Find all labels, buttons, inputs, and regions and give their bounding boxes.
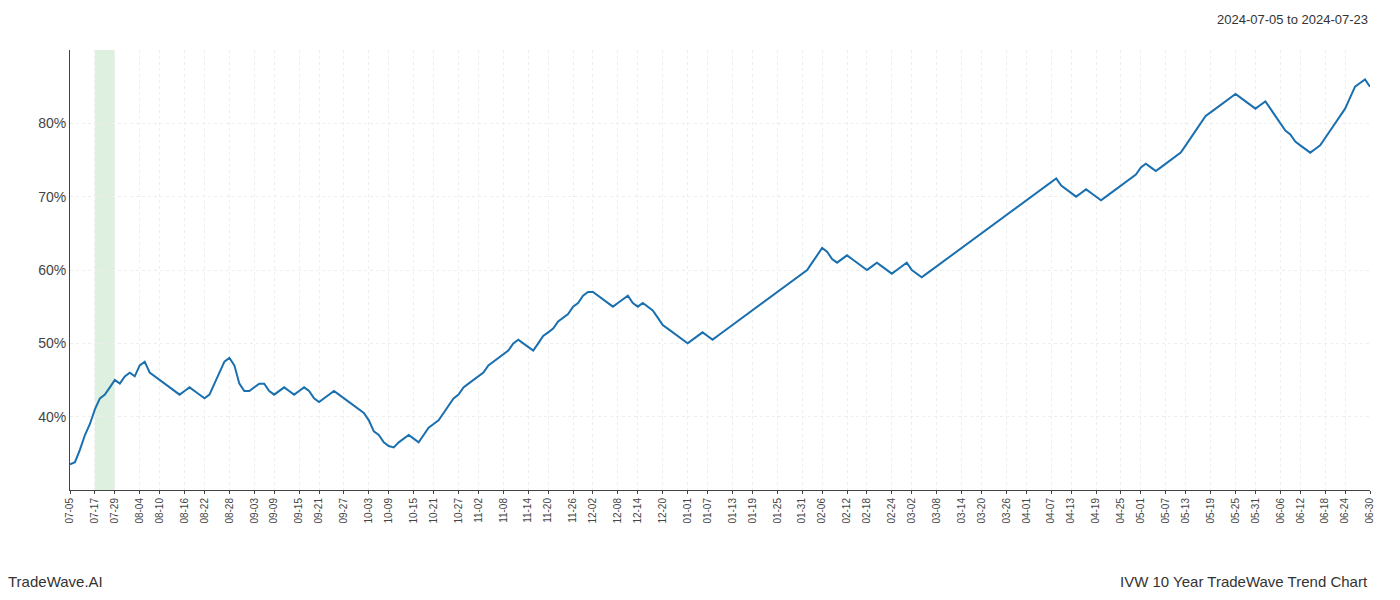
- svg-text:05-25: 05-25: [1230, 498, 1241, 524]
- svg-text:70%: 70%: [38, 189, 66, 205]
- svg-text:11-08: 11-08: [498, 498, 509, 523]
- svg-text:11-26: 11-26: [567, 498, 578, 523]
- svg-text:60%: 60%: [38, 262, 66, 278]
- svg-text:01-19: 01-19: [747, 498, 758, 524]
- svg-text:2024-07-05 to 2024-07-23: 2024-07-05 to 2024-07-23: [1217, 12, 1368, 27]
- svg-text:04-01: 04-01: [1021, 498, 1032, 524]
- svg-text:06-30: 06-30: [1364, 498, 1375, 524]
- svg-text:08-28: 08-28: [224, 498, 235, 524]
- svg-text:10-09: 10-09: [383, 498, 394, 524]
- svg-text:09-27: 09-27: [338, 498, 349, 524]
- svg-text:TradeWave.AI: TradeWave.AI: [8, 573, 103, 590]
- svg-text:11-20: 11-20: [542, 498, 553, 523]
- svg-text:40%: 40%: [38, 409, 66, 425]
- svg-text:10-15: 10-15: [408, 498, 419, 524]
- svg-text:80%: 80%: [38, 115, 66, 131]
- svg-text:09-09: 09-09: [268, 498, 279, 524]
- svg-text:03-20: 03-20: [976, 498, 987, 524]
- svg-text:10-27: 10-27: [453, 498, 464, 524]
- svg-text:11-14: 11-14: [522, 498, 533, 523]
- svg-text:06-18: 06-18: [1319, 498, 1330, 524]
- svg-text:09-03: 09-03: [249, 498, 260, 524]
- svg-text:01-25: 01-25: [772, 498, 783, 524]
- svg-text:12-08: 12-08: [612, 498, 623, 524]
- svg-text:10-03: 10-03: [363, 498, 374, 524]
- svg-text:03-08: 03-08: [931, 498, 942, 524]
- svg-text:08-22: 08-22: [199, 498, 210, 524]
- svg-text:04-13: 04-13: [1065, 498, 1076, 524]
- svg-text:05-31: 05-31: [1250, 498, 1261, 524]
- svg-text:10-21: 10-21: [428, 498, 439, 524]
- svg-text:07-29: 07-29: [109, 498, 120, 524]
- svg-text:02-24: 02-24: [886, 498, 897, 524]
- svg-text:07-05: 07-05: [64, 498, 75, 524]
- svg-text:06-06: 06-06: [1275, 498, 1286, 524]
- svg-text:03-26: 03-26: [1001, 498, 1012, 524]
- svg-text:04-07: 04-07: [1045, 498, 1056, 524]
- svg-text:01-31: 01-31: [796, 498, 807, 524]
- svg-text:02-06: 02-06: [816, 498, 827, 524]
- svg-text:05-19: 05-19: [1205, 498, 1216, 524]
- svg-text:02-12: 02-12: [841, 498, 852, 524]
- svg-text:01-07: 01-07: [702, 498, 713, 524]
- svg-text:01-13: 01-13: [727, 498, 738, 524]
- svg-text:05-01: 05-01: [1135, 498, 1146, 524]
- svg-text:04-19: 04-19: [1090, 498, 1101, 524]
- svg-text:04-25: 04-25: [1115, 498, 1126, 524]
- svg-text:11-02: 11-02: [473, 498, 484, 523]
- svg-text:08-04: 08-04: [134, 498, 145, 524]
- svg-text:02-18: 02-18: [861, 498, 872, 524]
- svg-text:05-13: 05-13: [1180, 498, 1191, 524]
- svg-text:01-01: 01-01: [682, 498, 693, 524]
- svg-text:09-21: 09-21: [313, 498, 324, 524]
- svg-text:09-15: 09-15: [293, 498, 304, 524]
- svg-text:05-07: 05-07: [1160, 498, 1171, 524]
- svg-text:12-14: 12-14: [632, 498, 643, 524]
- svg-text:06-12: 06-12: [1295, 498, 1306, 524]
- svg-text:07-17: 07-17: [89, 498, 100, 524]
- svg-text:08-10: 08-10: [154, 498, 165, 524]
- svg-text:12-02: 12-02: [587, 498, 598, 524]
- svg-text:IVW 10 Year TradeWave Trend Ch: IVW 10 Year TradeWave Trend Chart: [1120, 573, 1368, 590]
- svg-text:12-20: 12-20: [657, 498, 668, 524]
- svg-text:06-24: 06-24: [1339, 498, 1350, 524]
- svg-text:03-14: 03-14: [956, 498, 967, 524]
- svg-text:03-02: 03-02: [906, 498, 917, 524]
- svg-text:50%: 50%: [38, 335, 66, 351]
- svg-text:08-16: 08-16: [179, 498, 190, 524]
